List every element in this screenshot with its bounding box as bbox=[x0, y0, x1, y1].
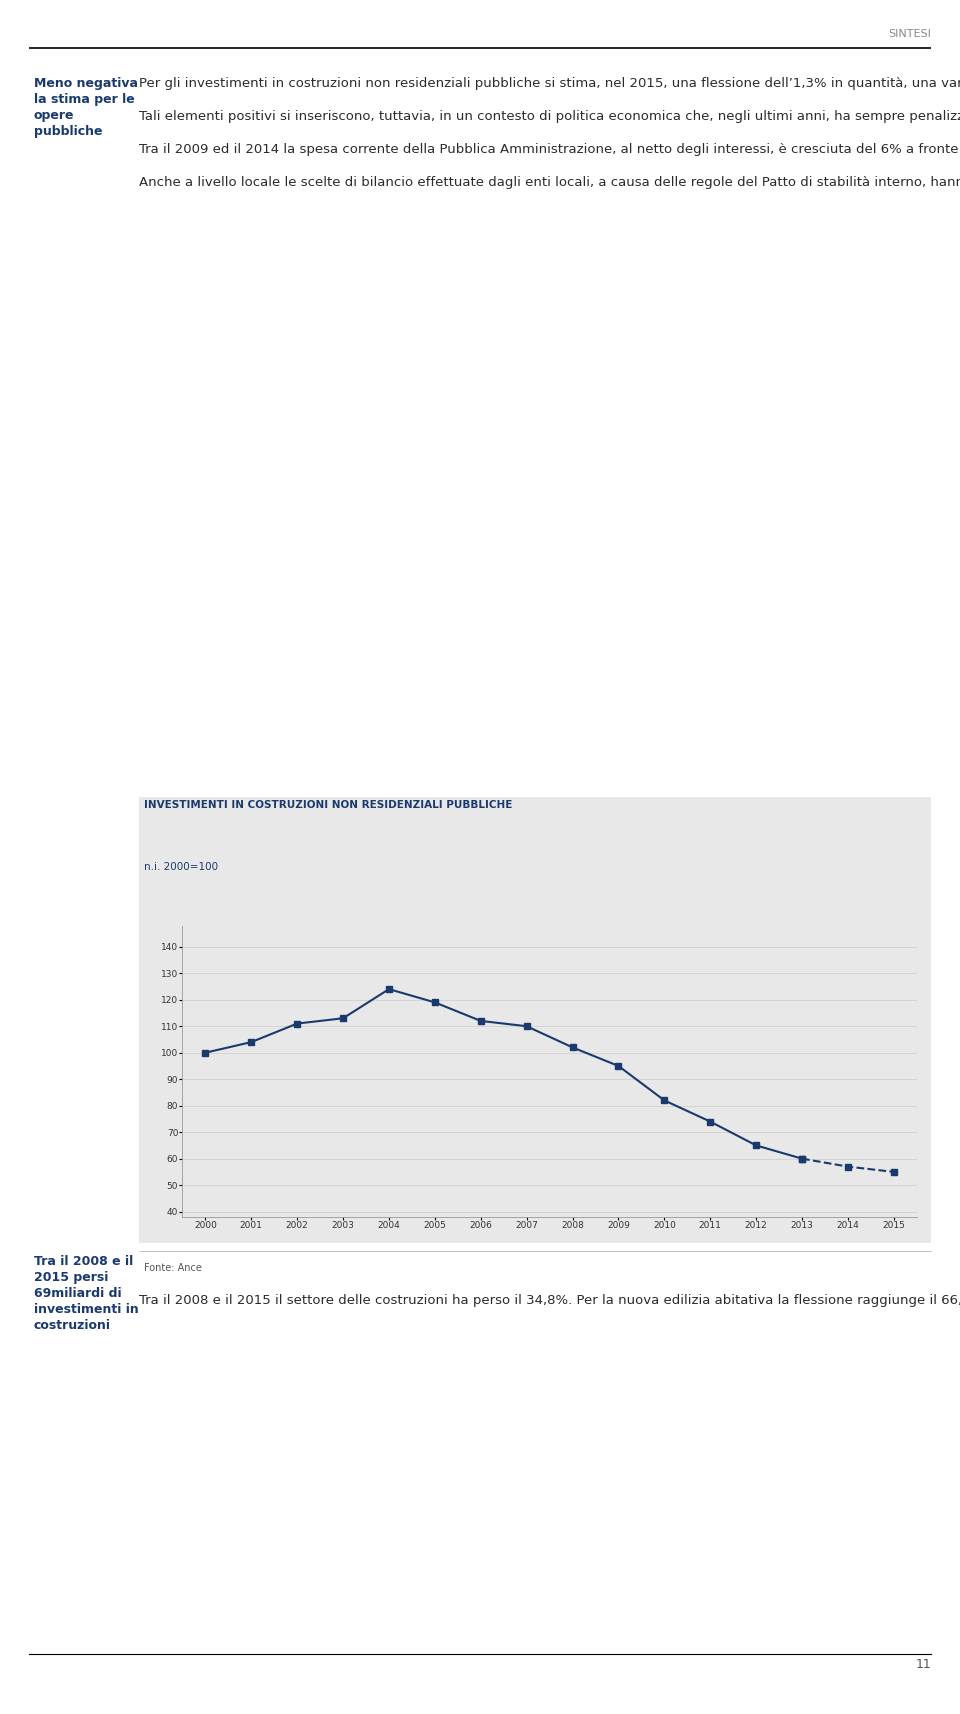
Text: INVESTIMENTI IN COSTRUZIONI NON RESIDENZIALI PUBBLICHE: INVESTIMENTI IN COSTRUZIONI NON RESIDENZ… bbox=[144, 800, 513, 811]
Text: n.i. 2000=100: n.i. 2000=100 bbox=[144, 862, 218, 872]
Text: Per gli investimenti in costruzioni non residenziali pubbliche si stima, nel 201: Per gli investimenti in costruzioni non … bbox=[139, 77, 960, 189]
Text: Fonte: Ance: Fonte: Ance bbox=[144, 1263, 202, 1274]
Text: Tra il 2008 e il 2015 il settore delle costruzioni ha perso il 34,8%. Per la nuo: Tra il 2008 e il 2015 il settore delle c… bbox=[139, 1294, 960, 1308]
Text: Tra il 2008 e il
2015 persi
69miliardi di
investimenti in
costruzioni: Tra il 2008 e il 2015 persi 69miliardi d… bbox=[34, 1255, 138, 1332]
Text: 11: 11 bbox=[916, 1657, 931, 1671]
Text: Meno negativa
la stima per le
opere
pubbliche: Meno negativa la stima per le opere pubb… bbox=[34, 77, 137, 139]
Text: SINTESI: SINTESI bbox=[888, 29, 931, 39]
